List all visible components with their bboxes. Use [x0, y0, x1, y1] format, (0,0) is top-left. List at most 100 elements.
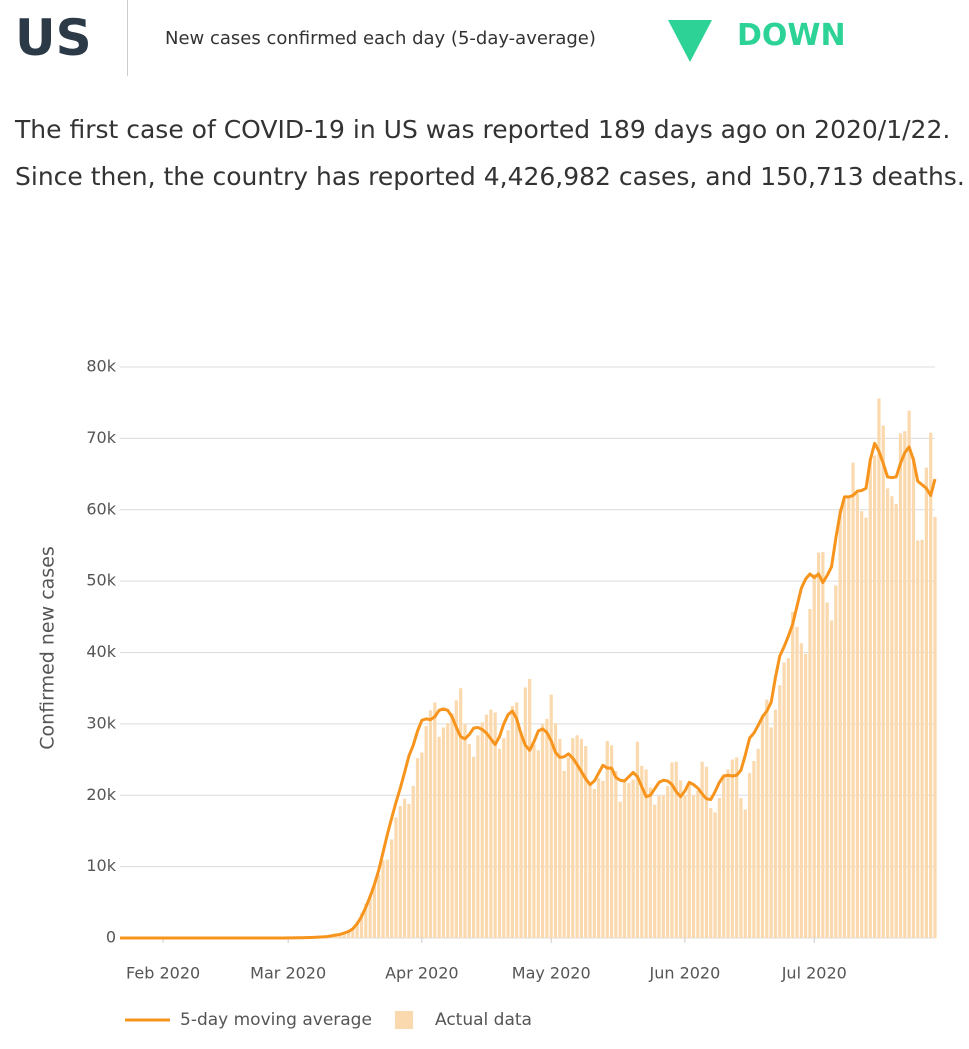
bar: [571, 738, 575, 938]
bar: [666, 785, 670, 938]
bar: [842, 499, 847, 938]
bar: [592, 788, 596, 938]
bar: [493, 712, 497, 938]
bar: [786, 658, 791, 938]
bar: [622, 782, 627, 938]
bar: [791, 611, 795, 938]
bar: [597, 778, 601, 938]
bar: [704, 766, 709, 938]
bar: [825, 602, 829, 938]
bar: [851, 462, 855, 938]
bar: [433, 702, 437, 938]
bar: [476, 735, 480, 938]
bar: [683, 795, 687, 938]
bar: [933, 516, 937, 938]
bar: [562, 770, 566, 938]
bar: [834, 585, 838, 938]
bar: [920, 539, 924, 938]
bar: [390, 839, 394, 938]
bar: [342, 932, 346, 938]
bar: [635, 741, 640, 938]
bar: [519, 731, 523, 938]
bar: [407, 803, 411, 938]
bar: [588, 784, 592, 938]
bar: [510, 706, 515, 938]
bar: [553, 723, 558, 938]
bar: [868, 460, 872, 938]
bar: [670, 762, 674, 938]
bar: [346, 930, 351, 938]
bar: [812, 573, 816, 938]
summary: The first case of COVID-19 in US was rep…: [15, 115, 965, 191]
bar: [713, 812, 717, 938]
bar: [760, 714, 765, 938]
bar: [678, 780, 683, 938]
y-tick-label: 40k: [86, 642, 116, 661]
bar: [523, 687, 527, 938]
bar: [614, 770, 618, 938]
bar: [778, 685, 782, 938]
bar: [847, 496, 851, 938]
bar: [661, 795, 665, 938]
bar: [821, 551, 825, 938]
y-tick-label: 50k: [86, 571, 116, 590]
bar: [730, 759, 734, 938]
bar: [377, 874, 381, 938]
bar: [743, 809, 747, 938]
bar: [709, 808, 713, 938]
x-tick-label: May 2020: [512, 964, 591, 983]
bar: [394, 817, 398, 938]
bar: [359, 913, 364, 938]
bar: [480, 722, 484, 938]
y-tick-label: 20k: [86, 785, 116, 804]
bar: [924, 467, 928, 938]
x-tick-label: Jun 2020: [648, 964, 720, 983]
bar: [463, 723, 467, 938]
bar: [351, 928, 355, 938]
bar-series: [118, 398, 937, 939]
bar: [752, 760, 756, 938]
bar: [722, 775, 726, 938]
bar: [640, 765, 644, 938]
bar: [726, 769, 730, 938]
bar: [773, 709, 778, 938]
bar: [804, 653, 808, 938]
bar: [631, 779, 635, 938]
bar: [808, 608, 812, 938]
bar: [424, 726, 428, 938]
bar: [898, 433, 903, 938]
bar: [497, 748, 502, 938]
y-tick-label: 70k: [86, 428, 116, 447]
bar: [402, 798, 407, 938]
x-tick-label: Mar 2020: [250, 964, 326, 983]
bar: [894, 504, 898, 938]
bar: [584, 746, 588, 938]
bar: [890, 496, 894, 938]
bar: [566, 757, 571, 938]
y-axis-label: Confirmed new cases: [37, 546, 59, 750]
bar: [398, 805, 402, 938]
bar: [467, 743, 471, 938]
bar: [782, 662, 786, 938]
y-tick-label: 10k: [86, 856, 116, 875]
bar: [903, 431, 907, 938]
bar: [691, 795, 696, 938]
legend-label: 5-day moving average: [180, 1010, 372, 1030]
bar: [618, 801, 622, 938]
bar: [558, 738, 562, 938]
bar: [372, 885, 377, 938]
bar: [528, 678, 532, 938]
bar: [829, 620, 834, 938]
legend-label: Actual data: [435, 1010, 532, 1030]
bar: [674, 761, 678, 938]
x-tick-label: Feb 2020: [126, 964, 200, 983]
bar: [502, 738, 506, 938]
bar: [549, 694, 553, 938]
bar: [459, 688, 463, 938]
bar: [687, 784, 691, 938]
bar: [575, 735, 579, 938]
bar: [765, 699, 769, 938]
legend-swatch: [395, 1011, 413, 1029]
